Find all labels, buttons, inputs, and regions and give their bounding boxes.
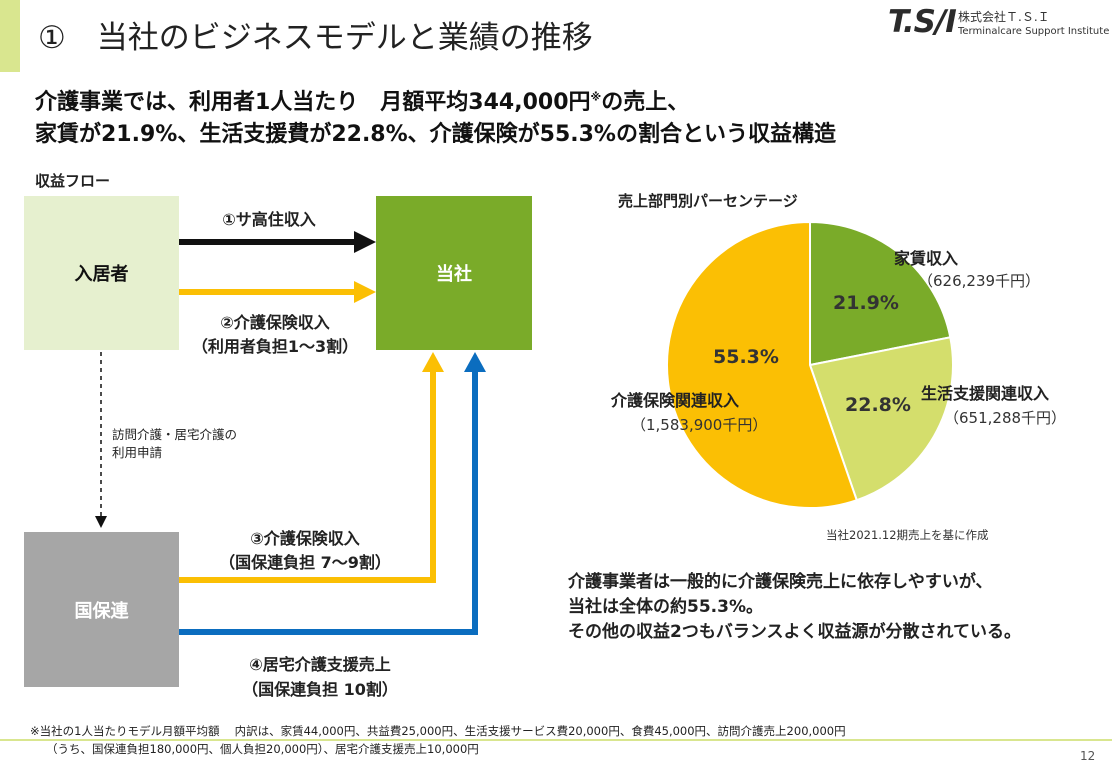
summary-line-1: 介護事業者は一般的に介護保険売上に依存しやすいが、 [568, 572, 993, 592]
arrow-3-label-line-2: （国保連負担 7～9割） [219, 553, 391, 572]
company-box: 当社 [376, 196, 532, 350]
headline-line-1-end: の売上、 [601, 90, 690, 115]
arrow-4-blue [179, 352, 486, 635]
application-note-line-1: 訪問介護・居宅介護の [112, 427, 238, 442]
pie-pct-label-living: 22.8% [845, 394, 911, 416]
national-health-box: 国保連 [24, 532, 179, 687]
footer-divider [0, 739, 1112, 741]
legend-rent-name: 家賃収入 [894, 249, 959, 268]
company-name-jp: 株式会社Ｔ.Ｓ.Ｉ [958, 10, 1050, 24]
application-note-line-2: 利用申請 [112, 445, 163, 460]
headline-line-1-main: 介護事業では、利用者1人当たり 月額平均344,000円 [35, 90, 591, 115]
pie-slice-care [666, 220, 859, 509]
pie-slice-living [808, 336, 954, 502]
page-number: 12 [1080, 749, 1096, 763]
pie-pct-label-care: 55.3% [713, 346, 779, 368]
headline-footnote-mark: ※ [590, 90, 602, 104]
pie-slice-rent [809, 220, 952, 367]
legend-rent-amount: （626,239千円） [918, 272, 1041, 290]
summary-line-3: その他の収益2つもバランスよく収益源が分散されている。 [568, 622, 1021, 642]
headline-line-2: 家賃が21.9%、生活支援費が22.8%、介護保険が55.3%の割合という収益構… [35, 122, 836, 147]
arrow-2-label-line-2: （利用者負担1～3割） [191, 337, 359, 356]
summary-text: 介護事業者は一般的に介護保険売上に依存しやすいが、 当社は全体の約55.3%。 … [568, 570, 1021, 645]
national-health-label: 国保連 [74, 600, 129, 622]
footnote-line-2: （うち、国保連負担180,000円、個人負担20,000円）、居宅介護支援売上1… [46, 742, 479, 756]
company-logo: T.S/I [888, 4, 957, 40]
arrow-4-label-line-2: （国保連負担 10割） [242, 680, 398, 699]
headline-line-1: 介護事業では、利用者1人当たり 月額平均344,000円※の売上、 [35, 84, 689, 116]
application-note: 訪問介護・居宅介護の 利用申請 [112, 426, 237, 462]
resident-box: 入居者 [24, 196, 179, 350]
resident-label: 入居者 [74, 264, 129, 285]
arrow-1-black [179, 231, 376, 253]
title-accent-bar [0, 0, 20, 72]
footnote-line-1: ※当社の1人当たりモデル月額平均額 内訳は、家賃44,000円、共益費25,00… [30, 724, 846, 738]
arrow-2-label-line-1: ②介護保険収入 [220, 313, 330, 332]
company-label: 当社 [436, 264, 472, 285]
pie-chart [666, 220, 954, 509]
arrow-4-label-line-1: ④居宅介護支援売上 [249, 655, 391, 674]
chart-title: 売上部門別パーセンテージ [618, 192, 798, 210]
arrow-1-label: ①サ高住収入 [222, 210, 316, 229]
arrow-3-label-line-1: ③介護保険収入 [250, 529, 360, 548]
legend-living-amount: （651,288千円） [944, 409, 1067, 427]
summary-line-2: 当社は全体の約55.3%。 [568, 597, 763, 617]
arrow-3-yellow [179, 352, 444, 583]
chart-source-note: 当社2021.12期売上を基に作成 [826, 528, 989, 542]
pie-pct-label-rent: 21.9% [833, 292, 899, 314]
legend-living-name: 生活支援関連収入 [921, 384, 1050, 403]
legend-care-amount: （1,583,900千円） [631, 416, 768, 434]
company-name-en: Terminalcare Support Institute [958, 26, 1110, 37]
arrow-2-yellow [179, 281, 376, 303]
flow-section-title: 収益フロー [35, 172, 111, 190]
legend-care-name: 介護保険関連収入 [611, 391, 740, 410]
page-title: ① 当社のビジネスモデルと業績の推移 [38, 20, 593, 56]
application-dashed-arrow [95, 352, 107, 528]
